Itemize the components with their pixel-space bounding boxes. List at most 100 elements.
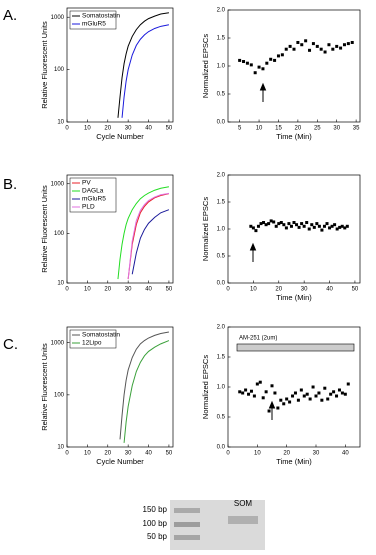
legend-label: PV <box>82 180 91 187</box>
x-tick-label: 20 <box>295 126 302 132</box>
point <box>291 394 295 398</box>
x-tick-label: 20 <box>104 451 111 457</box>
plot-frame <box>66 326 174 448</box>
gel-band <box>174 508 200 513</box>
y-tick-label: 2.0 <box>217 173 226 179</box>
point <box>308 48 312 52</box>
panel-label: A. <box>3 7 17 24</box>
point <box>238 58 242 62</box>
y-tick-label: 10 <box>57 120 64 126</box>
point <box>300 222 304 226</box>
point <box>346 382 350 386</box>
point <box>273 58 277 62</box>
point <box>249 224 253 228</box>
plot-frame <box>66 7 174 123</box>
point <box>299 388 303 392</box>
y-axis-title: Relative Fluorescent Units <box>40 343 49 431</box>
point <box>322 224 326 228</box>
x-tick-label: 20 <box>104 126 111 132</box>
y-tick-label: 10 <box>57 445 64 451</box>
x-tick-label: 50 <box>166 126 173 132</box>
point <box>311 385 315 389</box>
y-tick-label: 100 <box>54 231 65 237</box>
point <box>282 402 286 406</box>
arrow-head <box>268 400 276 409</box>
point <box>308 397 312 401</box>
point <box>277 222 281 226</box>
y-tick-label: 10 <box>57 281 64 287</box>
point <box>267 409 271 413</box>
x-tick-label: 0 <box>65 451 69 457</box>
point <box>273 391 277 395</box>
y-tick-label: 0.5 <box>217 92 226 98</box>
point <box>289 224 293 228</box>
point <box>244 388 248 392</box>
point <box>304 39 308 43</box>
ladder-label: 100 bp <box>143 519 168 528</box>
y-tick-label: 2.0 <box>217 8 226 14</box>
x-tick-label: 0 <box>65 287 69 293</box>
point <box>279 398 283 402</box>
y-axis-title: Normalized EPSCs <box>201 197 210 261</box>
panel-label: C. <box>3 336 18 353</box>
y-axis-title: Relative Fluorescent Units <box>40 185 49 273</box>
point <box>265 61 269 65</box>
y-tick-label: 0.5 <box>217 254 226 260</box>
point <box>320 398 324 402</box>
point <box>241 391 245 395</box>
y-axis-title: Normalized EPSCs <box>201 355 210 419</box>
legend-box <box>69 10 117 30</box>
point <box>331 47 335 51</box>
legend-label: mGluR5 <box>82 196 106 203</box>
point <box>296 398 300 402</box>
x-tick-label: 20 <box>283 451 290 457</box>
drug-bar <box>236 343 355 352</box>
point <box>300 43 304 47</box>
point <box>302 394 306 398</box>
point <box>317 391 321 395</box>
point <box>264 390 268 394</box>
legend-label: Somatostatin <box>82 332 120 339</box>
x-axis-title: Cycle Number <box>96 457 144 466</box>
x-tick-label: 0 <box>226 451 230 457</box>
point <box>269 219 273 223</box>
point <box>305 221 309 225</box>
arrow-head <box>259 82 267 91</box>
point <box>339 46 343 50</box>
point <box>253 71 257 75</box>
point <box>296 40 300 44</box>
y-tick-label: 1.5 <box>217 200 226 206</box>
x-tick-label: 25 <box>314 126 321 132</box>
x-tick-label: 10 <box>84 451 91 457</box>
x-tick-label: 30 <box>125 451 132 457</box>
point <box>346 42 350 46</box>
point <box>267 222 271 226</box>
x-tick-label: 30 <box>333 126 340 132</box>
x-tick-label: 30 <box>301 287 308 293</box>
point <box>285 397 289 401</box>
point <box>280 53 284 57</box>
point <box>258 380 262 384</box>
point <box>305 392 309 396</box>
x-tick-label: 10 <box>84 126 91 132</box>
point <box>292 221 296 225</box>
x-tick-label: 15 <box>275 126 282 132</box>
y-tick-label: 1.0 <box>217 64 226 70</box>
panel-label: B. <box>3 176 17 193</box>
point <box>330 224 334 228</box>
point <box>297 225 301 229</box>
point <box>302 224 306 228</box>
curve <box>131 209 170 275</box>
point <box>238 390 242 394</box>
point <box>264 223 268 227</box>
point <box>255 382 259 386</box>
y-axis-title: Normalized EPSCs <box>201 34 210 98</box>
curve <box>117 186 170 280</box>
x-tick-label: 50 <box>166 287 173 293</box>
x-tick-label: 5 <box>238 126 242 132</box>
point <box>325 222 329 226</box>
gel-band <box>228 516 258 524</box>
point <box>327 43 331 47</box>
x-tick-label: 0 <box>226 287 230 293</box>
x-tick-label: 10 <box>84 287 91 293</box>
